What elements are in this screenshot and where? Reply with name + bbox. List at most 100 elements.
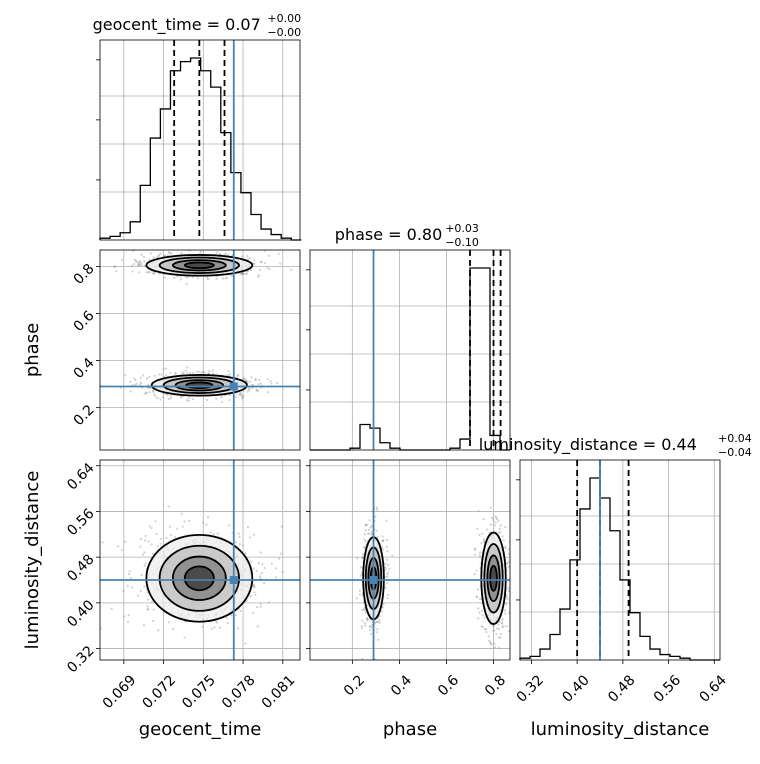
title-text: phase = 0.80 [335, 225, 442, 244]
density-fill [184, 566, 214, 591]
sample-point [135, 382, 138, 386]
sample-point [228, 524, 231, 527]
sample-point [246, 255, 249, 258]
histogram-step-line [519, 477, 720, 661]
sample-point [356, 557, 359, 560]
sample-point [370, 530, 373, 534]
sample-point [501, 617, 504, 620]
x-tick-label: 0.56 [651, 672, 684, 705]
sample-point [492, 624, 495, 627]
sample-point [236, 627, 240, 630]
sample-point [490, 643, 493, 646]
sample-point [110, 607, 113, 610]
sample-point [115, 269, 118, 273]
sample-point [362, 546, 366, 549]
sample-point [151, 619, 155, 622]
sample-point [249, 594, 252, 598]
panel-frame [309, 459, 511, 661]
sample-point [386, 593, 389, 596]
sample-point [152, 256, 155, 259]
sample-point [378, 618, 381, 622]
sample-point [256, 389, 259, 393]
sample-point [165, 374, 168, 377]
sample-point [260, 260, 263, 264]
sample-point [267, 601, 270, 604]
sample-point [174, 372, 177, 375]
sample-point [240, 272, 243, 275]
sample-point [252, 585, 255, 588]
sample-point [126, 584, 129, 587]
sample-point [268, 268, 271, 271]
sample-point [360, 627, 364, 630]
sample-point [492, 625, 495, 628]
sample-point [215, 621, 219, 624]
sample-point [376, 508, 379, 511]
sample-point [169, 394, 172, 398]
sample-point [224, 277, 227, 280]
sample-point [483, 628, 487, 631]
sample-point [242, 272, 245, 275]
sample-point [369, 632, 373, 636]
sample-point [243, 377, 247, 380]
sample-point [139, 589, 142, 593]
sample-point [153, 272, 156, 275]
sample-point [213, 626, 216, 629]
sample-point [224, 252, 227, 255]
contour-line [158, 256, 240, 274]
sample-point [361, 553, 364, 556]
sample-point [263, 250, 266, 252]
sample-point [244, 642, 247, 645]
sample-point [478, 597, 481, 601]
contour-line [145, 254, 254, 277]
histogram-step-line [310, 267, 510, 451]
sample-point [495, 627, 498, 630]
sample-point [152, 389, 155, 393]
sample-point [250, 376, 253, 379]
sample-point [505, 596, 508, 599]
sample-point [380, 610, 383, 613]
sample-point [150, 600, 154, 603]
contour-line [158, 544, 240, 612]
x-tick-label: 0.2 [341, 672, 368, 699]
sample-point [256, 389, 259, 392]
sample-point [255, 569, 258, 572]
sample-point [218, 252, 222, 255]
sample-point [255, 606, 259, 609]
sample-point [148, 387, 152, 390]
x-tick-label: 0.078 [219, 672, 259, 712]
sample-point [497, 627, 500, 631]
sample-point [269, 380, 272, 383]
sample-point [499, 531, 502, 534]
sample-point [497, 623, 500, 626]
sample-point [476, 588, 480, 591]
sample-point [234, 541, 237, 544]
sample-point [227, 369, 230, 373]
sample-point [358, 593, 362, 596]
sample-point [145, 392, 148, 395]
sample-point [267, 254, 270, 257]
sample-point [374, 515, 377, 518]
sample-point [122, 615, 126, 618]
sample-point [493, 646, 496, 649]
sample-point [127, 614, 130, 617]
sample-point [259, 268, 262, 272]
sample-point [364, 610, 367, 614]
sample-point [136, 594, 140, 597]
sample-point [176, 275, 179, 278]
sample-point [164, 367, 168, 370]
sample-point [239, 393, 242, 396]
x-tick-label: 0.4 [388, 672, 415, 699]
sample-point [167, 621, 170, 624]
title-text: geocent_time = 0.07 [93, 15, 261, 35]
contour-line [171, 259, 227, 272]
sample-point [145, 270, 148, 274]
sample-point [182, 241, 184, 243]
y-tick-label: 0.2 [71, 402, 98, 429]
sample-point [281, 570, 284, 573]
sample-point [387, 571, 390, 574]
sample-point [152, 608, 155, 611]
sample-point [241, 255, 244, 258]
sample-point [505, 594, 508, 597]
sample-point [121, 259, 124, 262]
sample-point [384, 562, 387, 565]
